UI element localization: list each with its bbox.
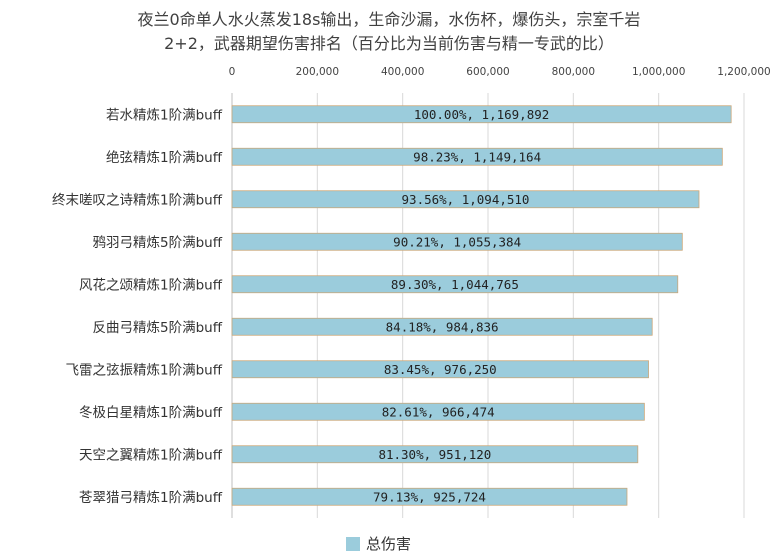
category-label: 冬极白星精炼1阶满buff: [79, 405, 223, 421]
category-label: 反曲弓精炼5阶满buff: [92, 320, 222, 336]
bar: [231, 190, 700, 209]
x-tick-label: 200,000: [296, 66, 339, 78]
bar: [231, 360, 649, 379]
x-tick-label: 1,000,000: [632, 66, 685, 78]
x-axis-ticks: 0 200,000 400,000 600,000 800,000 1,000,000 1,…: [229, 66, 771, 78]
x-tick-label: 600,000: [466, 66, 509, 78]
chart-title: 夜兰0命单人水火蒸发18s输出，生命沙漏，水伤杯，爆伤头，宗室千岩 2+2，武器…: [0, 8, 778, 56]
category-label: 绝弦精炼1阶满buff: [106, 150, 223, 166]
bar: [231, 402, 645, 421]
data-labels: 100.00%, 1,169,892 98.23%, 1,149,164 93.56…: [373, 107, 549, 505]
category-label: 终末嗟叹之诗精炼1阶满buff: [52, 192, 223, 208]
x-tick-label: 1,200,000: [717, 66, 770, 78]
chart-title-line-2: 2+2，武器期望伤害排名（百分比为当前伤害与精一专武的比）: [164, 34, 614, 53]
bar: [231, 232, 683, 251]
category-label: 风花之颂精炼1阶满buff: [79, 277, 223, 293]
x-tick-label: 800,000: [552, 66, 595, 78]
legend-label: 总伤害: [366, 535, 411, 553]
bar: [231, 275, 679, 294]
data-label: 84.18%, 984,836: [386, 319, 499, 334]
category-label: 若水精炼1阶满buff: [106, 107, 223, 123]
data-label: 100.00%, 1,169,892: [414, 107, 549, 122]
data-label: 81.30%, 951,120: [378, 447, 491, 462]
data-label: 98.23%, 1,149,164: [413, 149, 541, 164]
category-label: 天空之翼精炼1阶满buff: [79, 447, 223, 463]
data-label: 93.56%, 1,094,510: [402, 192, 530, 207]
bar: [231, 147, 723, 166]
data-label: 79.13%, 925,724: [373, 489, 486, 504]
bar: [231, 105, 732, 124]
data-label: 90.21%, 1,055,384: [393, 234, 521, 249]
legend: 总伤害: [346, 535, 411, 553]
bar: [231, 445, 639, 464]
x-tick-label: 0: [229, 66, 236, 78]
x-tick-label: 400,000: [381, 66, 424, 78]
bars: [231, 105, 732, 506]
bar: [231, 487, 628, 506]
chart-title-line-1: 夜兰0命单人水火蒸发18s输出，生命沙漏，水伤杯，爆伤头，宗室千岩: [137, 10, 641, 29]
data-label: 89.30%, 1,044,765: [391, 277, 519, 292]
legend-swatch: [346, 537, 360, 551]
data-label: 82.61%, 966,474: [382, 404, 495, 419]
category-label: 苍翠猎弓精炼1阶满buff: [79, 490, 223, 506]
category-labels: 若水精炼1阶满buff 绝弦精炼1阶满buff 终末嗟叹之诗精炼1阶满buff 鸦羽弓…: [52, 107, 223, 506]
bar: [231, 317, 653, 336]
category-label: 飞雷之弦振精炼1阶满buff: [65, 362, 222, 378]
data-label: 83.45%, 976,250: [384, 362, 497, 377]
category-label: 鸦羽弓精炼5阶满buff: [92, 234, 222, 251]
